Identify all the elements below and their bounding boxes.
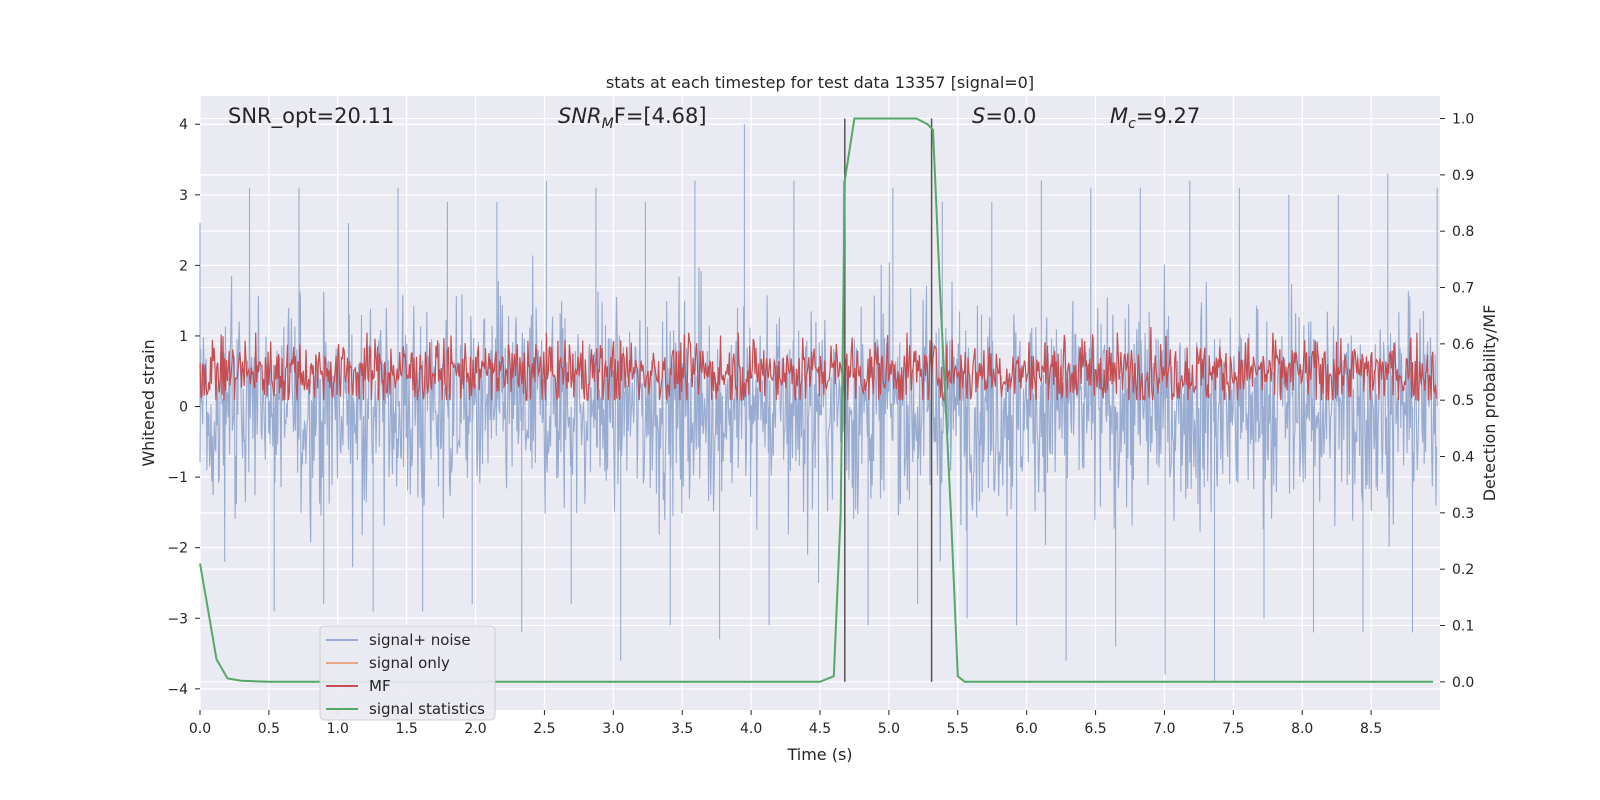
x-tick-label-13: 6.5 (1084, 721, 1106, 737)
x-tick-label-14: 7.0 (1153, 721, 1175, 737)
y-tick-label-7: −3 (167, 611, 188, 627)
x-tick-label-7: 3.5 (671, 721, 693, 737)
y2-tick-label-9: 0.1 (1452, 619, 1474, 635)
annotation-snr-opt: SNR_opt=20.11 (228, 104, 394, 129)
legend-label-mf: MF (369, 677, 391, 695)
x-tick-label-11: 5.5 (947, 721, 969, 737)
legend-label-statistics: signal statistics (369, 700, 485, 718)
annotation-mc: Mc=9.27 (1110, 104, 1200, 132)
x-tick-label-0: 0.0 (189, 721, 211, 737)
s-main: S (972, 104, 985, 128)
mc-main: M (1110, 104, 1128, 128)
x-ticks: 0.0 0.5 1.0 1.5 2.0 2.5 3.0 3.5 4.0 4.5 5.0 5.5 6.0 6… (189, 710, 1382, 737)
x-tick-label-17: 8.5 (1360, 721, 1382, 737)
y-ticks: 4 3 2 1 0 −1 −2 −3 −4 (167, 117, 200, 698)
y-tick-label-2: 2 (179, 258, 188, 274)
y2-tick-label-6: 0.4 (1452, 450, 1474, 466)
x-tick-label-6: 3.0 (602, 721, 624, 737)
legend-box (319, 625, 496, 721)
x-tick-label-1: 0.5 (258, 721, 280, 737)
x-tick-label-3: 1.5 (396, 721, 418, 737)
legend-label-noise: signal+ noise (369, 631, 471, 649)
y-tick-label-0: 4 (179, 117, 188, 133)
snr-mf-rest: F=[4.68] (614, 104, 707, 128)
y-tick-label-5: −1 (167, 470, 188, 486)
y-tick-label-1: 3 (179, 188, 188, 204)
y-tick-label-6: −2 (167, 541, 188, 557)
mc-rest: =9.27 (1136, 104, 1200, 128)
y2-tick-label-4: 0.6 (1452, 337, 1474, 353)
signal-statistics-series (199, 117, 1434, 683)
x-tick-label-15: 7.5 (1222, 721, 1244, 737)
noise-line (199, 124, 1438, 682)
x-tick-label-10: 5.0 (878, 721, 900, 737)
mf-line (199, 326, 1437, 402)
mc-sub: c (1128, 116, 1136, 132)
snr-mf-main: SNR (558, 104, 602, 128)
legend: signal+ noise signal only MF signal stat… (319, 625, 496, 721)
y-tick-label-4: 0 (179, 400, 188, 416)
y2-tick-label-1: 0.9 (1452, 168, 1474, 184)
y2-tick-label-2: 0.8 (1452, 224, 1474, 240)
y-tick-label-8: −4 (167, 682, 188, 698)
y2-tick-label-5: 0.5 (1452, 393, 1474, 409)
y2-tick-label-3: 0.7 (1452, 281, 1474, 297)
x-axis-label: Time (s) (786, 745, 852, 764)
y2-tick-label-0: 1.0 (1452, 112, 1474, 128)
y2-ticks: 1.0 0.9 0.8 0.7 0.6 0.5 0.4 0.3 0.2 0.1 0.0 (1440, 112, 1474, 691)
signal-noise-series (199, 124, 1438, 682)
chart-title: stats at each timestep for test data 133… (606, 73, 1034, 92)
y2-tick-label-10: 0.0 (1452, 675, 1474, 691)
y-tick-label-3: 1 (179, 329, 188, 345)
mf-series (199, 326, 1437, 402)
annotation-snr-mf: SNRMF=[4.68] (558, 104, 707, 132)
y2-axis-label: Detection probability/MF (1480, 305, 1499, 502)
y-axis-label: Whitened strain (139, 339, 158, 466)
s-rest: =0.0 (985, 104, 1036, 128)
x-tick-label-4: 2.0 (464, 721, 486, 737)
legend-label-signal-only: signal only (369, 654, 450, 672)
x-tick-label-2: 1.0 (327, 721, 349, 737)
y2-tick-label-7: 0.3 (1452, 506, 1474, 522)
x-tick-label-5: 2.5 (533, 721, 555, 737)
x-tick-label-16: 8.0 (1291, 721, 1313, 737)
signal-statistics-line (199, 117, 1434, 683)
y2-tick-label-8: 0.2 (1452, 562, 1474, 578)
x-tick-label-12: 6.0 (1016, 721, 1038, 737)
snr-mf-sub: M (602, 116, 614, 132)
x-tick-label-8: 4.0 (740, 721, 762, 737)
x-tick-label-9: 4.5 (809, 721, 831, 737)
annotation-s: S=0.0 (972, 104, 1036, 128)
